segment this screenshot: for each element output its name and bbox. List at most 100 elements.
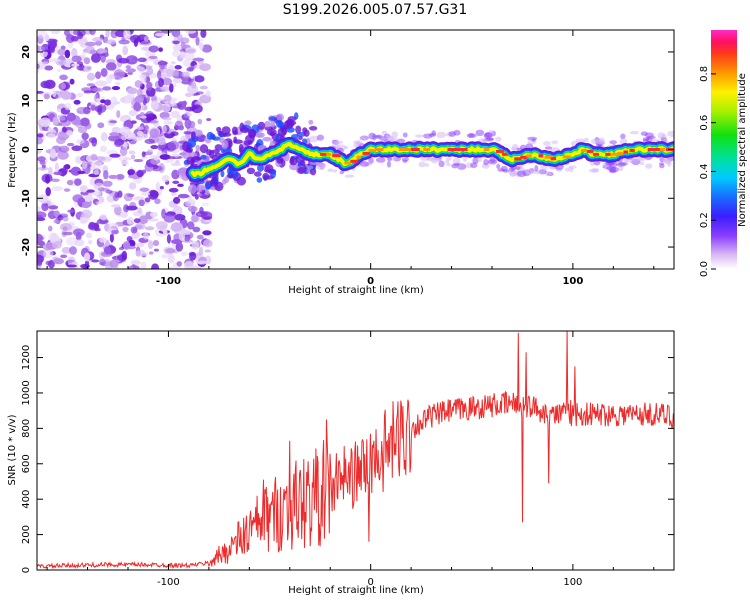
spectrogram-noise-blob [98,196,105,203]
spectrogram-halo-blob [445,159,450,164]
spectrogram-onset-blob [187,184,198,194]
spectrogram-halo-blob [384,135,394,140]
spectrogram-ridge-core [514,157,522,161]
spectrogram-onset-blob [211,176,217,185]
spectrogram-noise-blob [138,66,146,74]
spectrogram-halo-blob [466,133,477,138]
spectrogram-noise-blob [130,226,138,234]
spectrogram-onset-blob [186,156,195,165]
spectrogram-halo-blob [644,132,655,138]
spectrogram-x-tick-label: 100 [562,276,583,287]
colorbar-tick-label: 0.4 [699,163,710,179]
spectrogram-noise-blob [61,82,66,90]
spectrogram-halo-blob [495,136,502,142]
spectrogram-noise-blob [140,156,149,160]
spectrogram-noise-blob [147,240,154,250]
spectrogram-halo-blob [618,165,624,172]
spectrogram-noise-blob [187,78,194,82]
spectrogram-onset-blob [262,172,270,181]
spectrogram-noise-blob [77,126,88,134]
spectrogram-ridge-core [368,148,377,152]
spectrogram-noise-blob [197,260,207,265]
snr-y-tick-label: 0 [21,567,32,573]
spectrogram-noise-blob [37,156,46,162]
spectrogram-noise-blob [121,161,129,165]
spectrogram-onset-blob [286,126,295,133]
spectrogram-halo-blob [386,160,392,168]
spectrogram-noise-blob [86,83,95,87]
spectrogram-noise-blob [84,122,92,130]
spectrogram-noise-blob [126,193,135,198]
spectrogram-noise-blob [37,45,45,51]
spectrogram-halo-blob [508,166,515,172]
spectrogram-noise-blob [178,231,186,242]
spectrogram-noise-blob [61,246,71,254]
spectrogram-noise-blob [97,108,102,116]
spectrogram-noise-blob [37,211,47,219]
spectrogram-noise-blob [72,194,84,203]
spectrogram-noise-blob [50,30,61,35]
spectrogram-noise-blob [83,90,92,94]
spectrogram-noise-blob [181,71,191,78]
spectrogram-noise-blob [165,248,176,254]
spectrogram-noise-blob [186,221,195,230]
spectrogram-ridge-core [398,148,406,151]
spectrogram-noise-blob [51,186,64,192]
spectrogram-noise-blob [176,261,183,267]
spectrogram-noise-blob [163,214,176,223]
snr-x-tick-label: -100 [157,577,180,588]
spectrogram-ridge-core [496,149,504,153]
snr-y-tick-label: 800 [21,419,32,438]
spectrogram-noise-blob [64,102,72,111]
spectrogram-noise-blob [119,147,128,156]
spectrogram-onset-blob [275,119,283,128]
spectrogram-noise-blob [66,179,74,186]
spectrogram-onset-blob [295,125,302,134]
spectrogram-noise-blob [203,239,213,248]
spectrogram-ridge-core [483,148,489,151]
snr-x-tick-label: 100 [563,577,582,588]
spectrogram-noise-blob [158,59,166,70]
spectrogram-noise-blob [97,122,105,129]
spectrogram-noise-blob [102,86,112,91]
spectrogram-onset-blob [266,128,277,136]
spectrogram-noise-blob [83,57,91,65]
spectrogram-onset-blob [214,144,223,151]
spectrogram-noise-blob [158,77,164,88]
spectrogram-noise-blob [170,192,177,196]
spectrogram-noise-blob [183,229,191,236]
spectrogram-noise-blob [146,67,154,75]
spectrogram-onset-blob [286,120,297,126]
spectrogram-halo-blob [489,157,496,163]
spectrogram-ridge-core [562,155,571,159]
spectrogram-halo-blob [333,140,344,145]
spectrogram-noise-blob [100,53,106,63]
spectrogram-noise-blob [173,205,183,214]
spectrogram-noise-blob [85,232,93,239]
spectrogram-halo-blob [630,130,639,135]
spectrogram-noise-blob [83,65,92,73]
spectrogram-halo-blob [544,146,553,150]
spectrogram-noise-blob [53,219,59,224]
spectrogram-noise-blob [170,222,183,232]
spectrogram-noise-blob [60,254,68,259]
spectrogram-ridge-core [605,152,611,156]
spectrogram-halo-blob [609,166,619,173]
spectrogram-noise-blob [174,120,184,130]
spectrogram-noise-blob [169,83,174,93]
spectrogram-noise-blob [45,174,51,184]
spectrogram-noise-blob [152,239,160,247]
spectrogram-noise-blob [103,169,109,180]
spectrogram-noise-blob [39,117,51,128]
spectrogram-noise-blob [187,205,198,213]
spectrogram-noise-blob [81,209,93,219]
colorbar-title: Normalized spectral amplitude [737,73,748,227]
spectrogram-noise-blob [76,106,89,115]
spectrogram-noise-blob [70,93,76,100]
spectrogram-noise-blob [174,64,182,70]
spectrogram-ridge-core [411,148,420,151]
spectrogram-halo-blob [483,158,489,166]
spectrogram-noise-blob [201,202,210,207]
spectrogram-noise-blob [183,130,193,135]
